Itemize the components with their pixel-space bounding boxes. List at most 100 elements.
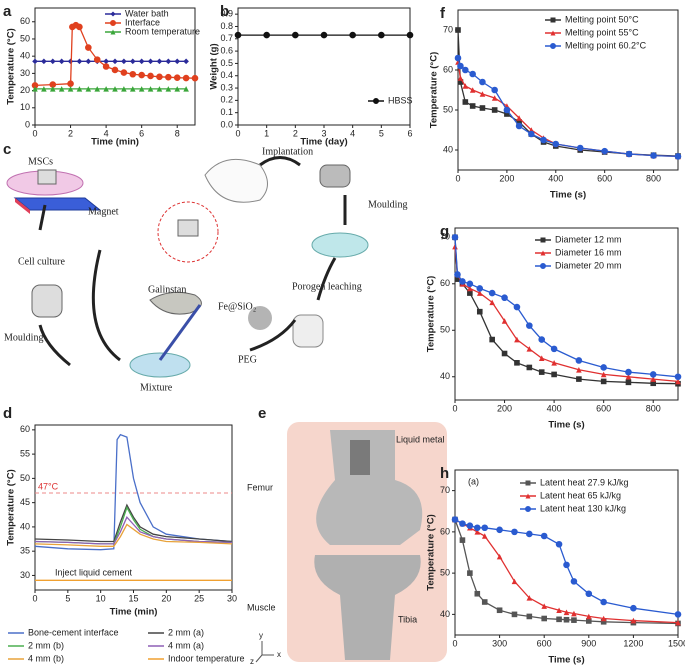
- marker: [156, 86, 163, 92]
- marker: [85, 58, 92, 65]
- marker: [576, 366, 582, 373]
- marker: [516, 115, 522, 121]
- stirrer: [158, 304, 202, 361]
- marker: [103, 58, 109, 65]
- marker: [147, 58, 154, 65]
- panel-letter: b: [220, 3, 229, 20]
- figure-label: y: [259, 631, 263, 640]
- marker: [563, 561, 570, 569]
- marker: [349, 31, 356, 39]
- arrow: [259, 156, 301, 167]
- marker: [121, 58, 127, 65]
- x-tick-label: 1200: [623, 638, 643, 648]
- x-tick-label: 1: [264, 128, 269, 138]
- marker: [67, 58, 74, 65]
- arrow: [249, 319, 297, 352]
- marker: [174, 58, 181, 65]
- y-tick-label: 0.8: [220, 21, 233, 31]
- y-axis-label: Temperature (°C): [426, 514, 437, 590]
- marker: [675, 619, 681, 626]
- marker: [675, 378, 681, 385]
- x-tick-label: 900: [581, 638, 596, 648]
- marker: [541, 603, 547, 609]
- series-line: [454, 237, 679, 385]
- galinstan: [149, 291, 202, 315]
- panel-letter: f: [440, 5, 446, 22]
- marker: [138, 86, 145, 92]
- x-tick-label: 0: [235, 128, 240, 138]
- figure-label: z: [250, 657, 254, 666]
- marker: [630, 604, 637, 612]
- plot-frame: [237, 7, 411, 126]
- marker: [67, 80, 74, 88]
- marker: [474, 590, 481, 597]
- marker: [58, 86, 65, 92]
- y-tick-label: 0.5: [220, 58, 233, 68]
- marker: [538, 369, 545, 375]
- marker: [466, 522, 474, 529]
- marker: [469, 87, 476, 93]
- marker: [156, 73, 163, 81]
- x-tick-label: 200: [497, 403, 512, 413]
- tibia: [314, 555, 421, 660]
- marker: [41, 86, 47, 92]
- y-tick-label: 40: [20, 51, 30, 61]
- figure-label: x: [277, 650, 281, 659]
- marker: [576, 376, 582, 382]
- marker: [503, 106, 511, 114]
- x-tick-label: 2: [68, 128, 73, 138]
- marker: [600, 615, 607, 622]
- marker: [601, 147, 608, 155]
- y-tick-label: 0.3: [220, 82, 233, 92]
- legend-label: Diameter 16 mm: [555, 247, 622, 257]
- y-tick-label: 30: [20, 68, 30, 78]
- y-axis-label: Temperature (°C): [6, 28, 17, 104]
- x-tick-label: 600: [597, 173, 612, 183]
- marker: [93, 56, 101, 63]
- figure-label: Tibia: [398, 614, 417, 624]
- legend-label: Interface: [125, 17, 160, 27]
- marker: [103, 86, 109, 92]
- x-tick-label: 25: [194, 593, 204, 603]
- marker: [94, 86, 101, 92]
- arrow: [38, 324, 71, 367]
- marker: [165, 73, 172, 81]
- series-line: [457, 57, 679, 158]
- legend-label: Diameter 20 mm: [555, 260, 622, 270]
- marker: [674, 611, 682, 618]
- marker: [526, 595, 533, 601]
- x-tick-label: 400: [548, 173, 563, 183]
- marker: [501, 294, 508, 302]
- x-axis-label: Time (s): [548, 420, 584, 431]
- diagram-label: Moulding: [4, 332, 43, 343]
- plot-frame: [457, 9, 679, 171]
- y-axis-label: Temperature (°C): [6, 469, 17, 545]
- marker: [550, 345, 558, 353]
- y-tick-label: 30: [20, 570, 30, 580]
- legend-marker: [373, 98, 379, 104]
- marker: [538, 355, 545, 361]
- marker: [600, 619, 607, 625]
- x-axis-label: Time (s): [548, 655, 584, 666]
- marker: [76, 86, 83, 92]
- marker: [174, 86, 181, 92]
- marker: [457, 75, 464, 81]
- marker: [501, 350, 508, 357]
- x-tick-label: 30: [227, 593, 237, 603]
- x-tick-label: 2: [293, 128, 298, 138]
- x-tick-label: 600: [596, 403, 611, 413]
- diagram-label: Fe@SiO₂: [218, 301, 256, 312]
- x-axis-label: Time (s): [550, 190, 586, 201]
- marker: [85, 44, 92, 51]
- marker: [526, 613, 533, 620]
- marker: [514, 336, 520, 343]
- legend-marker: [540, 237, 546, 243]
- marker: [650, 376, 657, 382]
- marker: [511, 528, 518, 536]
- marker: [49, 58, 56, 65]
- marker: [481, 599, 488, 605]
- y-tick-label: 40: [20, 521, 30, 531]
- diagram-label: Mixture: [140, 382, 173, 393]
- figure-label: Femur: [247, 482, 273, 492]
- marker: [491, 86, 498, 94]
